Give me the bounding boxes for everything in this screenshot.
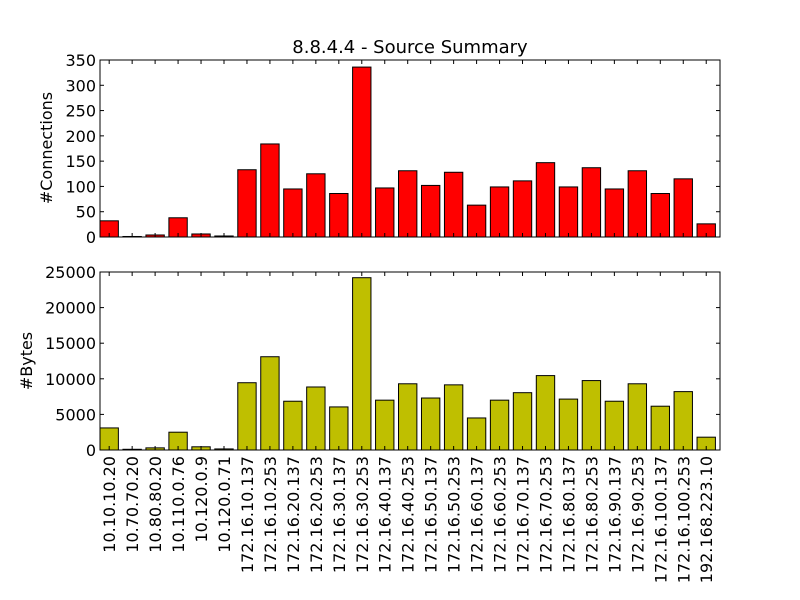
ytick-label: 0 <box>86 441 96 460</box>
bar-connections-10 <box>329 193 349 238</box>
ytick-label: 0 <box>86 228 96 247</box>
bar-bytes-11 <box>352 277 372 451</box>
xtick-label: 10.120.0.71 <box>215 456 234 553</box>
ytick-label: 200 <box>65 127 96 146</box>
connections-y-ticks: 0 50 100 150 200 250 300 350 <box>65 51 720 247</box>
xtick-label: 192.168.223.10 <box>697 456 716 583</box>
xtick-label: 10.10.10.20 <box>100 456 119 553</box>
xtick-label: 172.16.20.137 <box>284 456 303 573</box>
xtick-label: 10.110.0.76 <box>169 456 188 553</box>
bar-bytes-12 <box>375 399 395 451</box>
bar-bytes-13 <box>398 383 418 451</box>
bar-connections-23 <box>627 170 648 238</box>
xtick-label: 10.120.0.9 <box>192 456 211 543</box>
bar-connections-7 <box>260 143 280 238</box>
xtick-label: 172.16.70.253 <box>536 456 555 573</box>
xtick-label: 172.16.70.137 <box>514 456 533 573</box>
bar-bytes-7 <box>260 356 280 451</box>
ytick-label: 25000 <box>45 263 96 282</box>
bar-connections-8 <box>283 188 303 238</box>
bar-connections-9 <box>306 173 326 238</box>
xtick-label: 10.70.70.20 <box>123 456 142 553</box>
ytick-label: 150 <box>65 152 96 171</box>
x-tick-labels: 10.10.10.20 10.70.70.20 10.80.80.20 10.110.… <box>100 456 716 583</box>
bar-bytes-20 <box>558 398 579 451</box>
xtick-label: 172.16.10.137 <box>238 456 257 573</box>
bar-bytes-10 <box>329 406 349 451</box>
bar-connections-13 <box>398 170 418 238</box>
xtick-label: 172.16.30.137 <box>330 456 349 573</box>
connections-axes-frame <box>99 59 721 238</box>
xtick-label: 172.16.60.137 <box>468 456 487 573</box>
connections-panel: 0 50 100 150 200 250 300 350 #Connections <box>37 51 721 247</box>
ytick-label: 10000 <box>45 370 96 389</box>
bar-connections-12 <box>375 187 395 238</box>
xtick-label: 172.16.40.137 <box>376 456 395 573</box>
bar-connections-14 <box>420 184 441 238</box>
bar-bytes-25 <box>673 391 693 451</box>
bar-bytes-17 <box>489 399 510 451</box>
xtick-label: 172.16.100.137 <box>651 456 670 583</box>
bar-bytes-19 <box>535 375 556 451</box>
bar-bytes-15 <box>443 384 464 451</box>
bar-bytes-18 <box>512 392 533 451</box>
bar-connections-19 <box>535 162 556 238</box>
bar-connections-20 <box>558 186 579 238</box>
xtick-label: 10.80.80.20 <box>146 456 165 553</box>
bar-bytes-16 <box>466 417 487 451</box>
bar-connections-6 <box>237 169 257 238</box>
xtick-label: 172.16.30.253 <box>353 456 372 573</box>
bar-bytes-14 <box>420 397 441 451</box>
ytick-label: 5000 <box>55 405 96 424</box>
xtick-label: 172.16.80.137 <box>559 456 578 573</box>
connections-ylabel: #Connections <box>37 92 56 204</box>
xtick-label: 172.16.10.253 <box>261 456 280 573</box>
bar-connections-22 <box>604 188 625 238</box>
bytes-panel: 0 5000 10000 15000 20000 25000 #Bytes <box>17 263 721 460</box>
bar-connections-15 <box>443 171 464 238</box>
connections-bars <box>99 66 716 238</box>
bar-connections-25 <box>673 178 693 238</box>
xtick-label: 172.16.80.253 <box>582 456 601 573</box>
xtick-label: 172.16.50.137 <box>422 456 441 573</box>
bar-bytes-6 <box>237 382 257 451</box>
xtick-label: 172.16.90.253 <box>628 456 647 573</box>
ytick-label: 100 <box>65 177 96 196</box>
bytes-y-ticks: 0 5000 10000 15000 20000 25000 <box>45 263 720 460</box>
xtick-label: 172.16.100.253 <box>674 456 693 583</box>
bar-connections-24 <box>650 193 670 238</box>
ytick-label: 350 <box>65 51 96 70</box>
ytick-label: 20000 <box>45 299 96 318</box>
xtick-label: 172.16.40.253 <box>399 456 418 573</box>
ytick-label: 15000 <box>45 334 96 353</box>
bar-bytes-21 <box>581 380 602 451</box>
ytick-label: 250 <box>65 102 96 121</box>
bytes-ylabel: #Bytes <box>17 332 36 390</box>
ytick-label: 50 <box>76 203 96 222</box>
bar-bytes-24 <box>650 405 670 451</box>
bar-connections-18 <box>512 180 533 238</box>
bytes-bars <box>99 277 716 451</box>
bar-bytes-22 <box>604 400 625 451</box>
bar-connections-21 <box>581 167 602 238</box>
xtick-label: 172.16.20.253 <box>307 456 326 573</box>
xtick-label: 172.16.90.137 <box>605 456 624 573</box>
xtick-label: 172.16.60.253 <box>491 456 510 573</box>
bar-bytes-23 <box>627 383 648 451</box>
bar-bytes-9 <box>306 386 326 451</box>
chart-title: 8.8.4.4 - Source Summary <box>292 37 528 58</box>
bar-bytes-8 <box>283 400 303 451</box>
bar-connections-16 <box>466 204 487 238</box>
bar-connections-11 <box>352 66 372 238</box>
bar-connections-17 <box>489 186 510 238</box>
ytick-label: 300 <box>65 76 96 95</box>
bytes-axes-frame <box>99 271 721 451</box>
xtick-label: 172.16.50.253 <box>445 456 464 573</box>
